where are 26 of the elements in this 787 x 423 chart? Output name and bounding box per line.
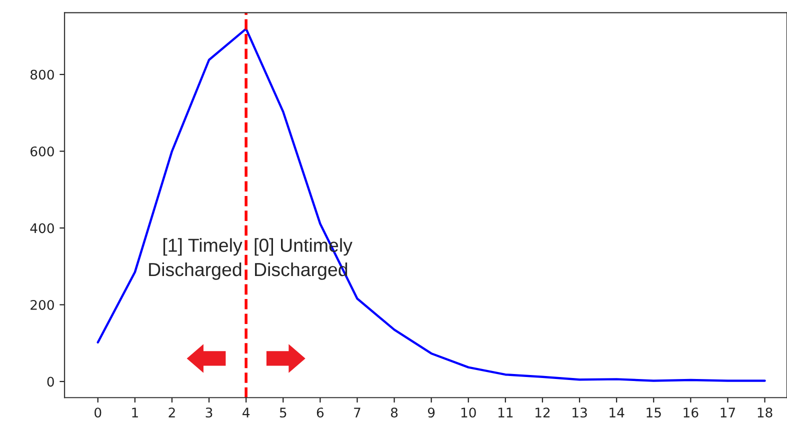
x-tick-label: 12	[536, 408, 550, 418]
x-tick-label: 0	[94, 408, 102, 418]
x-tick-label: 17	[720, 408, 735, 418]
x-tick-label: 2	[168, 408, 175, 418]
x-tick-label: 16	[684, 408, 698, 418]
x-tick-label: 6	[316, 408, 324, 418]
x-tick-label: 10	[461, 408, 476, 418]
annotation: [1] Timely Discharged	[149, 238, 242, 280]
x-tick-label: 14	[610, 408, 624, 418]
line-series	[96, 28, 766, 382]
y-tick-label: 0	[47, 376, 54, 387]
y-tick-label: 600	[30, 146, 54, 156]
y-tick-label: 400	[30, 223, 54, 234]
x-tick-label: 7	[354, 408, 360, 418]
x-tick-label: 15	[646, 408, 661, 418]
x-tick-label: 5	[280, 408, 286, 418]
y-tick-label: 800	[30, 70, 54, 80]
x-tick-label: 1	[132, 408, 138, 418]
x-tick-label: 8	[390, 408, 398, 418]
x-tick-label: 4	[242, 408, 250, 418]
x-tick-label: 3	[206, 408, 212, 418]
x-tick-label: 18	[758, 408, 772, 418]
x-tick-label: 13	[572, 408, 587, 418]
y-tick-label: 200	[30, 300, 54, 310]
x-tick-label: 11	[498, 408, 513, 418]
x-tick-label: 9	[428, 408, 435, 418]
